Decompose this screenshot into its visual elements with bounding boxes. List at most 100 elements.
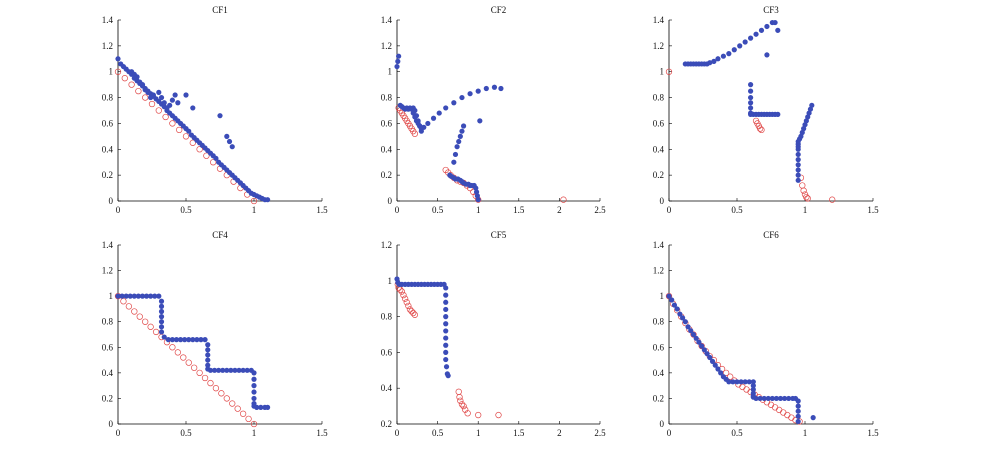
x-tick-label: 1 [252, 428, 257, 438]
data-point-filled [169, 337, 175, 343]
data-point-filled [226, 138, 233, 145]
data-point-filled [430, 115, 437, 121]
data-point-filled [152, 293, 158, 299]
data-point-filled [202, 337, 208, 343]
data-point-filled [207, 367, 214, 373]
y-tick-label: 0.8 [653, 93, 665, 103]
data-point-open [495, 411, 502, 419]
data-point-open [196, 146, 203, 153]
data-point-open [212, 385, 220, 392]
y-tick-label: 0.4 [102, 368, 114, 378]
data-point-filled [443, 285, 449, 291]
data-point-filled [730, 379, 736, 385]
y-tick-label: 1 [109, 67, 114, 77]
data-point-filled [217, 113, 223, 119]
data-point-filled [425, 120, 431, 127]
data-point-open [135, 87, 142, 95]
data-point-filled [454, 144, 460, 150]
data-point-filled [236, 367, 242, 373]
y-tick-label: 1 [660, 67, 665, 77]
data-point-open [114, 68, 122, 75]
data-point-filled [474, 193, 480, 199]
series-2 [666, 293, 816, 425]
data-point-filled [127, 293, 133, 299]
y-tick-label: 0.6 [102, 118, 114, 128]
data-point-filled [715, 366, 721, 372]
data-point-open [800, 187, 807, 194]
data-point-filled [718, 370, 724, 376]
data-point-filled [161, 100, 167, 106]
data-point-filled [707, 354, 713, 361]
data-point-filled [795, 418, 801, 425]
data-point-filled [251, 389, 257, 395]
data-point-open [125, 303, 133, 310]
x-tick-label: 1.5 [867, 428, 879, 438]
data-point-filled [688, 328, 694, 334]
data-point-filled [183, 92, 189, 98]
panel-1: 0 0.5 1 1.5 0 0.2 0.4 0.6 0.8 1 1.2 1.4 CF1 [102, 5, 328, 215]
data-point-filled [498, 85, 504, 92]
panel-title: CF6 [763, 230, 779, 240]
data-point-filled [712, 362, 718, 368]
data-point-open [176, 126, 183, 134]
data-point-filled [182, 337, 188, 343]
data-point-filled [452, 151, 459, 158]
y-tick-label: 0.4 [381, 144, 393, 154]
data-point-filled [709, 358, 716, 364]
x-tick-label: 2 [557, 205, 562, 215]
data-point-filled [186, 128, 192, 134]
series-1 [665, 292, 803, 425]
x-tick-label: 1.5 [867, 205, 879, 215]
data-point-open [455, 388, 462, 395]
data-point-filled [165, 337, 171, 343]
data-point-filled [394, 63, 400, 70]
data-point-filled [148, 293, 154, 299]
data-point-filled [119, 293, 125, 299]
data-point-filled [205, 347, 211, 353]
data-point-filled [443, 314, 449, 320]
y-tick-label: 0.2 [653, 170, 664, 180]
data-point-filled [764, 52, 770, 58]
panel-6: 0 0.5 1 1.5 0 0.2 0.4 0.6 0.8 1 1.2 1.4 CF6 [653, 230, 879, 438]
data-point-filled [757, 395, 763, 402]
data-point-open [727, 373, 734, 380]
x-tick-label: 0.5 [432, 428, 444, 438]
data-point-open [136, 313, 143, 320]
data-point-open [475, 411, 482, 419]
data-point-open [223, 395, 230, 402]
data-point-open [120, 298, 127, 305]
y-tick-label: 0 [388, 196, 393, 206]
x-tick-label: 1 [803, 428, 808, 438]
y-tick-label: 0.4 [653, 368, 665, 378]
data-point-filled [685, 324, 691, 330]
data-point-filled [701, 347, 707, 353]
data-point-filled [750, 386, 756, 393]
y-tick-label: 1 [660, 291, 665, 301]
data-point-filled [711, 58, 717, 64]
data-point-filled [436, 110, 442, 116]
data-point-filled [669, 297, 675, 303]
data-point-filled [150, 92, 156, 98]
data-point-open [245, 415, 252, 423]
data-point-open [400, 291, 407, 299]
data-point-filled [761, 395, 767, 402]
data-point-filled [748, 100, 754, 106]
data-point-open [250, 420, 258, 428]
data-point-filled [473, 185, 479, 191]
data-point-open [169, 120, 176, 127]
data-point-filled [775, 27, 781, 33]
data-point-filled [205, 357, 211, 363]
data-point-filled [726, 379, 732, 385]
data-point-filled [158, 303, 165, 309]
data-point-filled [475, 88, 481, 94]
data-point-open [229, 400, 236, 407]
data-point-filled [211, 367, 218, 373]
series-2 [115, 56, 271, 203]
y-tick-label: 0.6 [102, 342, 114, 352]
data-point-filled [220, 367, 226, 373]
data-point-filled [467, 91, 473, 97]
data-point-filled [765, 395, 771, 402]
series-1 [114, 68, 258, 205]
y-tick-label: 0.2 [381, 419, 392, 429]
data-point-filled [707, 60, 713, 66]
